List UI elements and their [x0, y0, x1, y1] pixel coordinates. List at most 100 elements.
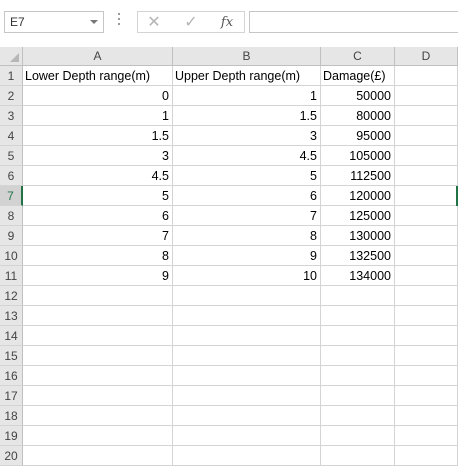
- row-header-15[interactable]: 15: [0, 346, 23, 366]
- row-header-4[interactable]: 4: [0, 126, 23, 146]
- cell-c4[interactable]: 95000: [321, 126, 395, 146]
- cell-d18[interactable]: [395, 406, 458, 426]
- cell-b20[interactable]: [173, 446, 321, 466]
- cell-d3[interactable]: [395, 106, 458, 126]
- cell-a17[interactable]: [23, 386, 173, 406]
- cell-b9[interactable]: 8: [173, 226, 321, 246]
- cell-a9[interactable]: 7: [23, 226, 173, 246]
- cell-a8[interactable]: 6: [23, 206, 173, 226]
- cell-b5[interactable]: 4.5: [173, 146, 321, 166]
- cell-a15[interactable]: [23, 346, 173, 366]
- cell-c6[interactable]: 112500: [321, 166, 395, 186]
- cell-d16[interactable]: [395, 366, 458, 386]
- cell-b13[interactable]: [173, 306, 321, 326]
- cell-a6[interactable]: 4.5: [23, 166, 173, 186]
- cell-a12[interactable]: [23, 286, 173, 306]
- cell-b2[interactable]: 1: [173, 86, 321, 106]
- cell-c11[interactable]: 134000: [321, 266, 395, 286]
- cell-b16[interactable]: [173, 366, 321, 386]
- cell-b1[interactable]: Upper Depth range(m): [173, 66, 321, 86]
- cell-b17[interactable]: [173, 386, 321, 406]
- cell-c14[interactable]: [321, 326, 395, 346]
- cell-d13[interactable]: [395, 306, 458, 326]
- cell-b7[interactable]: 6: [173, 186, 321, 206]
- cell-b3[interactable]: 1.5: [173, 106, 321, 126]
- cell-b14[interactable]: [173, 326, 321, 346]
- cell-b6[interactable]: 5: [173, 166, 321, 186]
- cell-d12[interactable]: [395, 286, 458, 306]
- insert-function-icon[interactable]: fx: [220, 15, 234, 30]
- enter-check-icon[interactable]: ✓: [184, 14, 198, 31]
- row-header-2[interactable]: 2: [0, 86, 23, 106]
- cell-c3[interactable]: 80000: [321, 106, 395, 126]
- column-header-a[interactable]: A: [23, 47, 173, 66]
- cell-c15[interactable]: [321, 346, 395, 366]
- cell-a14[interactable]: [23, 326, 173, 346]
- cell-c12[interactable]: [321, 286, 395, 306]
- cell-a10[interactable]: 8: [23, 246, 173, 266]
- cell-a11[interactable]: 9: [23, 266, 173, 286]
- cell-a19[interactable]: [23, 426, 173, 446]
- cell-a2[interactable]: 0: [23, 86, 173, 106]
- row-header-5[interactable]: 5: [0, 146, 23, 166]
- cell-d11[interactable]: [395, 266, 458, 286]
- row-header-11[interactable]: 11: [0, 266, 23, 286]
- cell-b8[interactable]: 7: [173, 206, 321, 226]
- cell-b18[interactable]: [173, 406, 321, 426]
- cell-a4[interactable]: 1.5: [23, 126, 173, 146]
- cell-a5[interactable]: 3: [23, 146, 173, 166]
- cell-c17[interactable]: [321, 386, 395, 406]
- cell-b12[interactable]: [173, 286, 321, 306]
- row-header-8[interactable]: 8: [0, 206, 23, 226]
- formula-bar-splitter-icon[interactable]: [117, 13, 121, 29]
- cell-d20[interactable]: [395, 446, 458, 466]
- cell-d4[interactable]: [395, 126, 458, 146]
- cell-c19[interactable]: [321, 426, 395, 446]
- cell-d17[interactable]: [395, 386, 458, 406]
- cell-c1[interactable]: Damage(£): [321, 66, 395, 86]
- cell-d14[interactable]: [395, 326, 458, 346]
- chevron-down-icon[interactable]: [90, 20, 98, 24]
- row-header-3[interactable]: 3: [0, 106, 23, 126]
- cell-a7[interactable]: 5: [23, 186, 173, 206]
- cell-d10[interactable]: [395, 246, 458, 266]
- row-header-20[interactable]: 20: [0, 446, 23, 466]
- cell-c16[interactable]: [321, 366, 395, 386]
- row-header-12[interactable]: 12: [0, 286, 23, 306]
- cell-a18[interactable]: [23, 406, 173, 426]
- cell-d15[interactable]: [395, 346, 458, 366]
- cell-d1[interactable]: [395, 66, 458, 86]
- column-header-c[interactable]: C: [321, 47, 395, 66]
- cell-a16[interactable]: [23, 366, 173, 386]
- cell-c9[interactable]: 130000: [321, 226, 395, 246]
- select-all-button[interactable]: [0, 47, 23, 66]
- cell-b10[interactable]: 9: [173, 246, 321, 266]
- cell-a1[interactable]: Lower Depth range(m): [23, 66, 173, 86]
- cell-a20[interactable]: [23, 446, 173, 466]
- cell-c20[interactable]: [321, 446, 395, 466]
- row-header-1[interactable]: 1: [0, 66, 23, 86]
- cell-a3[interactable]: 1: [23, 106, 173, 126]
- row-header-17[interactable]: 17: [0, 386, 23, 406]
- cell-d9[interactable]: [395, 226, 458, 246]
- cell-c13[interactable]: [321, 306, 395, 326]
- cell-d2[interactable]: [395, 86, 458, 106]
- formula-input[interactable]: [249, 11, 458, 33]
- cell-d7[interactable]: [395, 186, 458, 206]
- column-header-d[interactable]: D: [395, 47, 458, 66]
- row-header-6[interactable]: 6: [0, 166, 23, 186]
- cell-d5[interactable]: [395, 146, 458, 166]
- cell-c10[interactable]: 132500: [321, 246, 395, 266]
- cell-d6[interactable]: [395, 166, 458, 186]
- cancel-icon[interactable]: ✕: [147, 14, 161, 31]
- cell-c18[interactable]: [321, 406, 395, 426]
- cell-c8[interactable]: 125000: [321, 206, 395, 226]
- cell-b15[interactable]: [173, 346, 321, 366]
- cell-b4[interactable]: 3: [173, 126, 321, 146]
- cell-c2[interactable]: 50000: [321, 86, 395, 106]
- row-header-18[interactable]: 18: [0, 406, 23, 426]
- cell-c5[interactable]: 105000: [321, 146, 395, 166]
- row-header-7[interactable]: 7: [0, 186, 23, 206]
- row-header-16[interactable]: 16: [0, 366, 23, 386]
- row-header-14[interactable]: 14: [0, 326, 23, 346]
